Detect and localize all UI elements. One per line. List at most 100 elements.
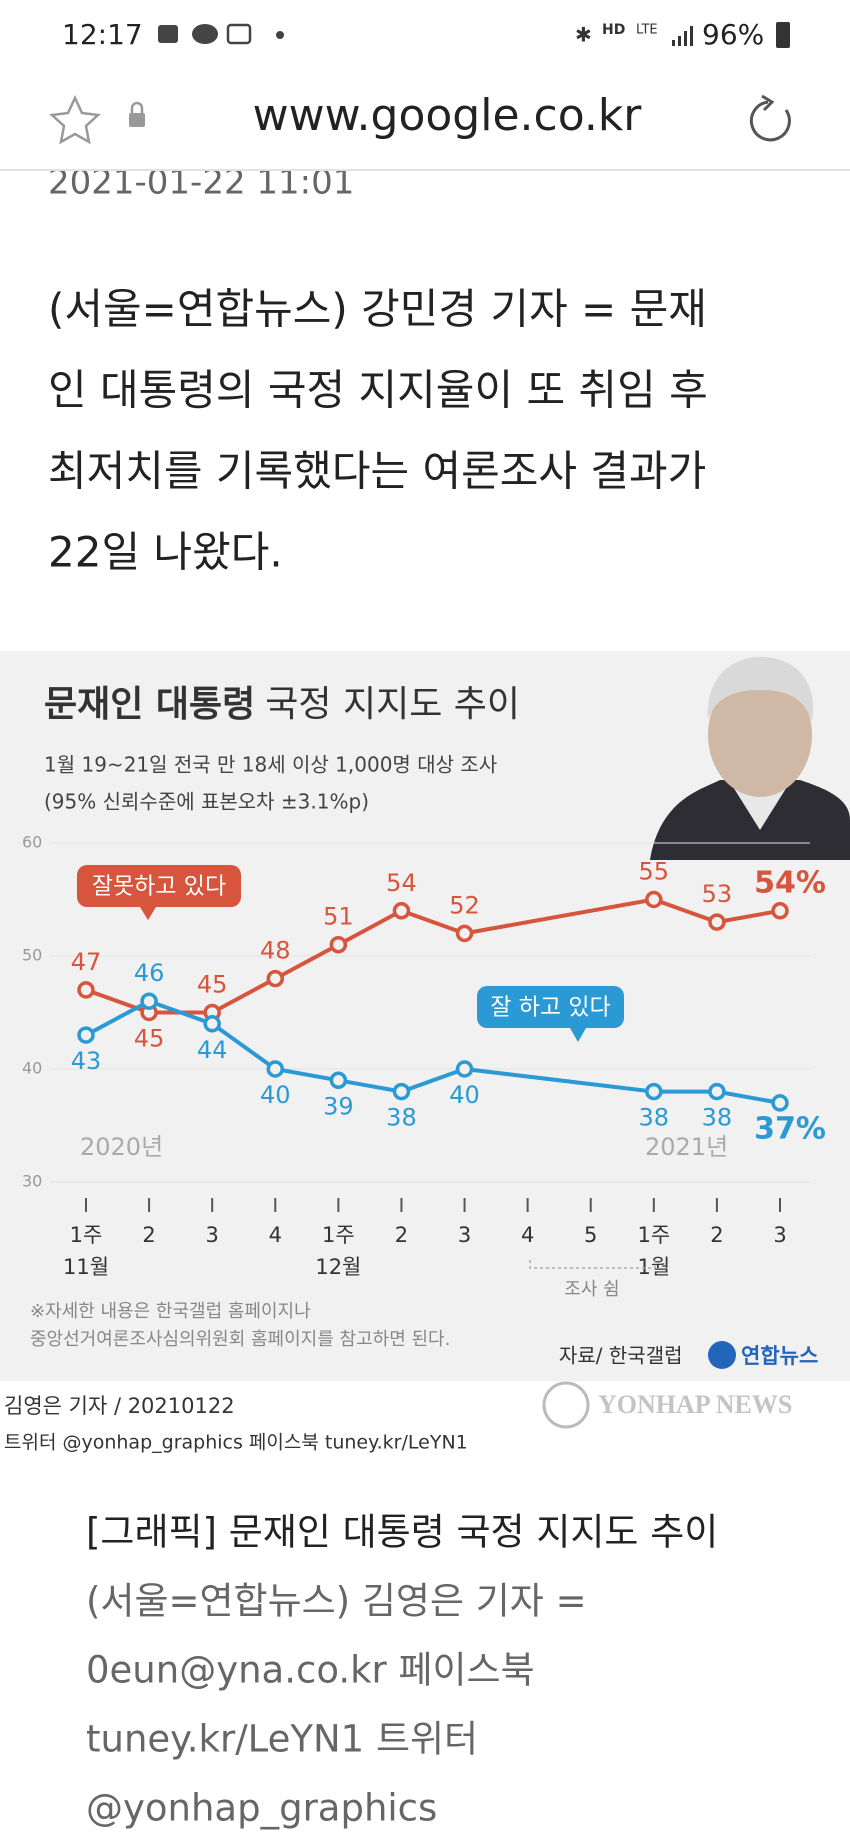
line-segment [400,1067,466,1094]
refresh-icon[interactable] [761,94,775,112]
point [77,1026,95,1044]
data-label: 54 [386,869,417,897]
point [708,913,726,931]
x-tick-label: 2 [710,1223,723,1247]
month-label: 11월 [63,1255,109,1279]
pause-label: 조사 쉼 [564,1279,619,1300]
paragraph-line: (서울=연합뉴스) 강민경 기자 = 문재 [48,285,707,334]
point [645,890,663,909]
month-label: 12월 [315,1255,361,1279]
legend-box [77,865,241,907]
point [203,1015,221,1033]
x-tick-label: 3 [205,1223,218,1247]
chart-title-rest: 국정 지지도 추이 [265,684,520,725]
data-label: 45 [197,971,228,999]
caption-line: tuney.kr/LeYN1 트위터 [86,1718,478,1761]
x-tick-label: 4 [521,1223,534,1247]
line-segment [653,897,718,924]
status-dot [276,31,284,39]
data-label: 53 [702,880,733,908]
year-label: 2020년 [80,1133,163,1161]
data-label: 55 [639,858,670,886]
data-label: 38 [639,1104,670,1132]
x-tick-label: 1주 [637,1223,670,1247]
point [455,1060,474,1078]
data-label: 52 [449,891,480,919]
chart-title-bold: 문재인 대통령 [44,684,255,725]
status-icon [226,23,252,45]
point [708,1082,726,1101]
legend-label: 잘못하고 있다 [92,874,226,900]
lock-icon [130,101,144,113]
x-tick-label: 1주 [322,1223,355,1247]
point [140,992,158,1010]
point [771,902,789,920]
url[interactable]: www.google.co.kr [253,90,643,141]
line-segment [274,1067,339,1083]
watermark: YONHAP NEWS [598,1390,792,1419]
y-tick-label: 30 [22,1172,42,1191]
line-segment [464,1067,655,1094]
y-tick-label: 60 [22,833,42,852]
status-lte: LTE [636,23,658,38]
month-label: 1월 [637,1255,670,1279]
status-icon [192,24,218,44]
logo: 연합뉴스 [741,1344,818,1368]
status-time: 12:17 [62,18,143,51]
line-segment [85,999,151,1037]
watermark-icon [542,1381,590,1429]
x-tick-label: 1주 [70,1223,103,1247]
data-label: 43 [71,1047,102,1075]
chart-note: 중앙선거여론조사심의위원회 홈페이지를 참고하면 된다. [30,1329,450,1350]
caption: [그래픽] 문재인 대통령 국정 지지도 추이 (서울=연합뉴스) 김영은 기자 … [86,1511,718,1830]
article-paragraph: (서울=연합뉴스) 강민경 기자 = 문재인 대통령의 국정 지지율이 또 취임… [48,285,708,577]
data-label: 51 [323,903,354,931]
data-label: 38 [386,1104,417,1132]
logo-icon [708,1341,736,1369]
chart-subtitle: (95% 신뢰수준에 표본오차 ±3.1%p) [44,790,369,814]
chart-note: ※자세한 내용은 한국갤럽 홈페이지나 [30,1301,311,1322]
point [645,1082,663,1101]
legend-tail [570,1028,586,1042]
data-label: 45 [134,1025,165,1053]
data-label: 40 [449,1081,480,1109]
line-segment [211,1022,277,1071]
chart-source: 자료/ 한국갤럽 [559,1344,683,1368]
data-label: 54% [754,865,826,900]
photo [650,656,850,860]
x-tick-label: 3 [773,1223,786,1247]
data-label: 39 [323,1092,354,1120]
data-label: 37% [754,1111,826,1146]
line-segment [400,908,466,936]
data-label: 40 [260,1081,291,1109]
y-tick-label: 50 [22,946,42,965]
x-tick-label: 2 [142,1223,155,1247]
point [329,935,348,954]
x-tick-label: 3 [458,1223,471,1247]
paragraph-line: 22일 나왔다. [48,528,283,577]
point [329,1071,348,1090]
line-segment [337,909,403,947]
caption-line: [그래픽] 문재인 대통령 국정 지지도 추이 [86,1511,718,1554]
data-label: 47 [71,948,102,976]
header-bg [0,0,850,170]
bookmark-star[interactable] [49,95,101,145]
x-tick-label: 4 [269,1223,282,1247]
lock-icon [129,113,145,127]
battery-icon [776,22,790,48]
byline: 김영은 기자 / 20210122 [4,1394,235,1418]
status-network: HD [602,22,625,38]
chart-subtitle: 1월 19~21일 전국 만 18세 이상 1,000명 대상 조사 [44,753,497,777]
bluetooth-icon: ✱ [575,23,592,47]
status-icon [158,25,178,43]
year-label: 2021년 [645,1133,728,1161]
line-segment [338,1078,402,1094]
social: 트위터 @yonhap_graphics 페이스북 tuney.kr/LeYN1 [4,1432,468,1454]
refresh-icon[interactable] [749,100,791,142]
legend-label: 잘 하고 있다 [490,995,610,1021]
point [266,1060,285,1078]
line-segment [211,976,277,1015]
